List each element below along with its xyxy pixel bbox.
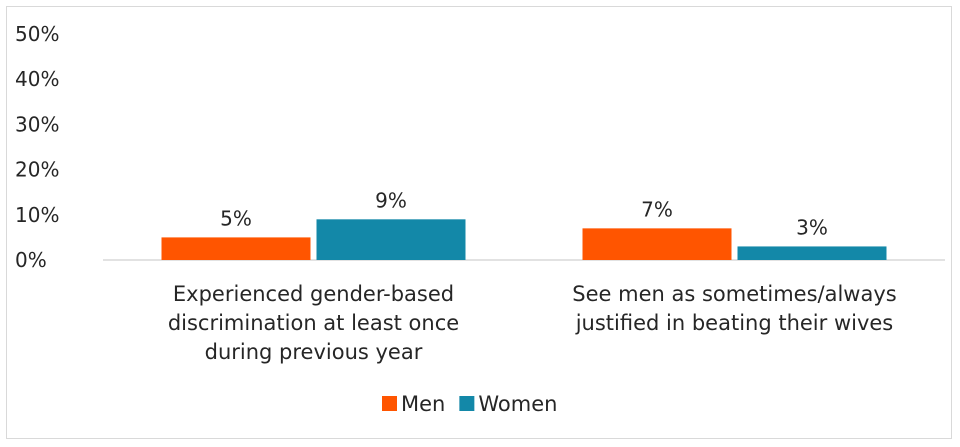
bar-men-2 bbox=[583, 228, 732, 260]
y-axis: 0% 10% 20% 30% 40% 50% bbox=[15, 22, 59, 272]
category-label-line: Experienced gender-based bbox=[173, 282, 454, 306]
legend-swatch-women bbox=[459, 396, 474, 411]
data-label-men-2: 7% bbox=[641, 197, 673, 221]
y-tick-label: 30% bbox=[15, 112, 59, 136]
y-tick-label: 10% bbox=[15, 203, 59, 227]
bar-women-2 bbox=[738, 246, 887, 260]
legend-label-men: Men bbox=[401, 392, 445, 416]
bar-chart: 0% 10% 20% 30% 40% 50% 5% 9% 7% 3% Experienced g… bbox=[7, 7, 953, 440]
data-label-women-2: 3% bbox=[796, 215, 828, 239]
bars-group bbox=[162, 219, 887, 260]
chart-frame: 0% 10% 20% 30% 40% 50% 5% 9% 7% 3% Experienced g… bbox=[6, 6, 952, 439]
data-labels-group: 5% 9% 7% 3% bbox=[220, 188, 828, 239]
data-label-women-1: 9% bbox=[375, 188, 407, 212]
category-labels-group: Experienced gender-based discrimination a… bbox=[168, 282, 897, 364]
legend-label-women: Women bbox=[478, 392, 557, 416]
bar-women-1 bbox=[317, 219, 466, 260]
y-tick-label: 20% bbox=[15, 158, 59, 182]
y-tick-label: 50% bbox=[15, 22, 59, 46]
data-label-men-1: 5% bbox=[220, 206, 252, 230]
category-label-line: during previous year bbox=[205, 340, 423, 364]
category-label-line: See men as sometimes/always bbox=[572, 282, 896, 306]
category-label-line: discrimination at least once bbox=[168, 311, 459, 335]
y-tick-label: 40% bbox=[15, 67, 59, 91]
category-label-line: justified in beating their wives bbox=[575, 311, 894, 335]
bar-men-1 bbox=[162, 237, 311, 260]
legend: Men Women bbox=[382, 392, 557, 416]
legend-swatch-men bbox=[382, 396, 397, 411]
y-tick-label: 0% bbox=[15, 248, 47, 272]
